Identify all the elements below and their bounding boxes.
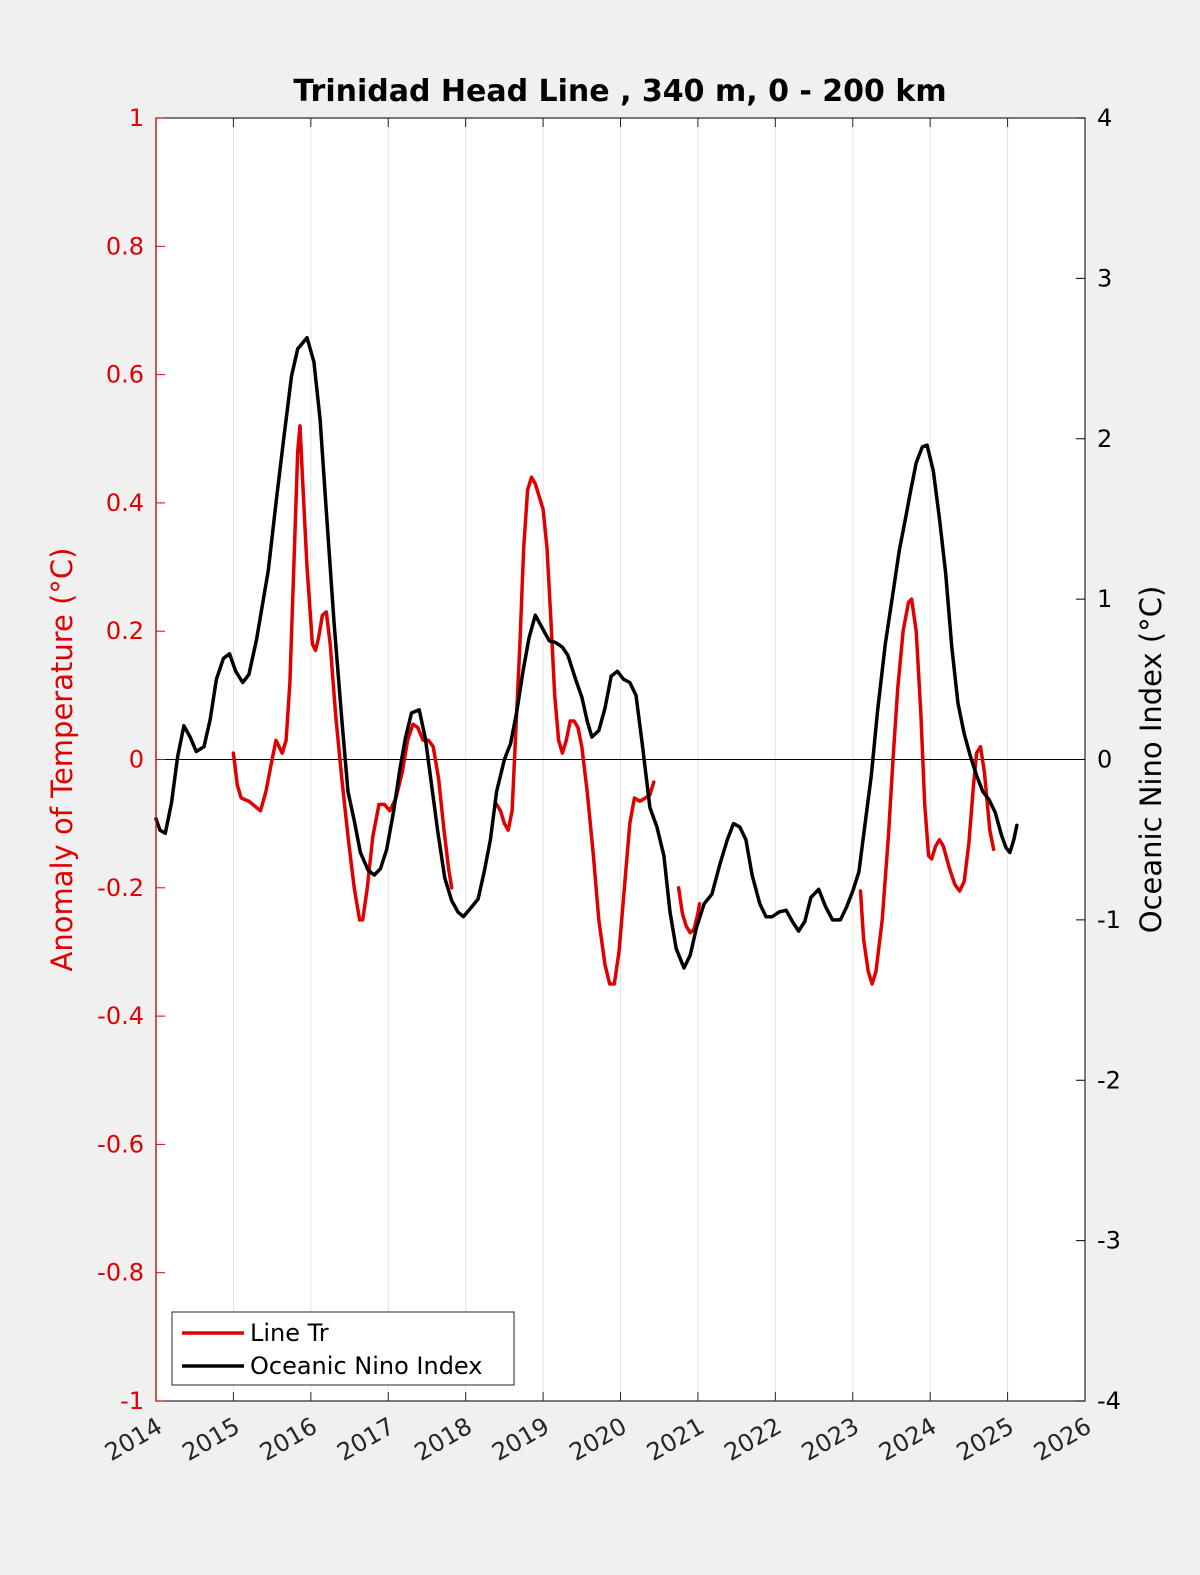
y-left-tick-label: 0.4 [106,489,144,517]
series-layer [154,335,1019,986]
y-left-tick-label: 1 [129,104,144,132]
y-right-tick-label: -2 [1097,1066,1121,1094]
legend-label-oni: Oceanic Nino Index [250,1352,482,1380]
legend-box [171,1311,515,1386]
y-left-tick-label: -1 [120,1387,144,1415]
line-tr-series-segment [858,597,996,986]
line-tr-series-segment [494,475,656,986]
legend: Line Tr Oceanic Nino Index [171,1311,515,1386]
line-tr-series-segment [676,886,702,935]
y-right-tick-label: -4 [1097,1387,1121,1415]
y-left-tick-label: 0 [129,746,144,774]
line-tr-series-segment [231,424,454,922]
y-left-tick-label: -0.8 [97,1259,144,1287]
legend-label-line-tr: Line Tr [250,1319,329,1347]
chart-title: Trinidad Head Line , 340 m, 0 - 200 km [293,74,946,109]
y-right-tick-label: 1 [1097,585,1112,613]
y-right-tick-label: -1 [1097,906,1121,934]
oni-series-line [154,335,1019,970]
y-left-tick-label: 0.8 [106,232,144,260]
y-right-tick-label: 2 [1097,425,1112,453]
y-right-tick-label: -3 [1097,1227,1121,1255]
y-left-tick-label: 0.6 [106,361,144,389]
y-left-tick-label: 0.2 [106,617,144,645]
y-axis-left-label: Anomaly of Temperature (°C) [45,548,79,972]
y-left-tick-label: -0.4 [97,1002,144,1030]
y-axis-right-label: Oceanic Nino Index (°C) [1134,586,1168,934]
y-left-tick-label: -0.2 [97,874,144,902]
y-right-tick-label: 4 [1097,104,1112,132]
y-left-tick-label: -0.6 [97,1130,144,1158]
y-right-tick-label: 3 [1097,264,1112,292]
y-right-tick-label: 0 [1097,746,1112,774]
